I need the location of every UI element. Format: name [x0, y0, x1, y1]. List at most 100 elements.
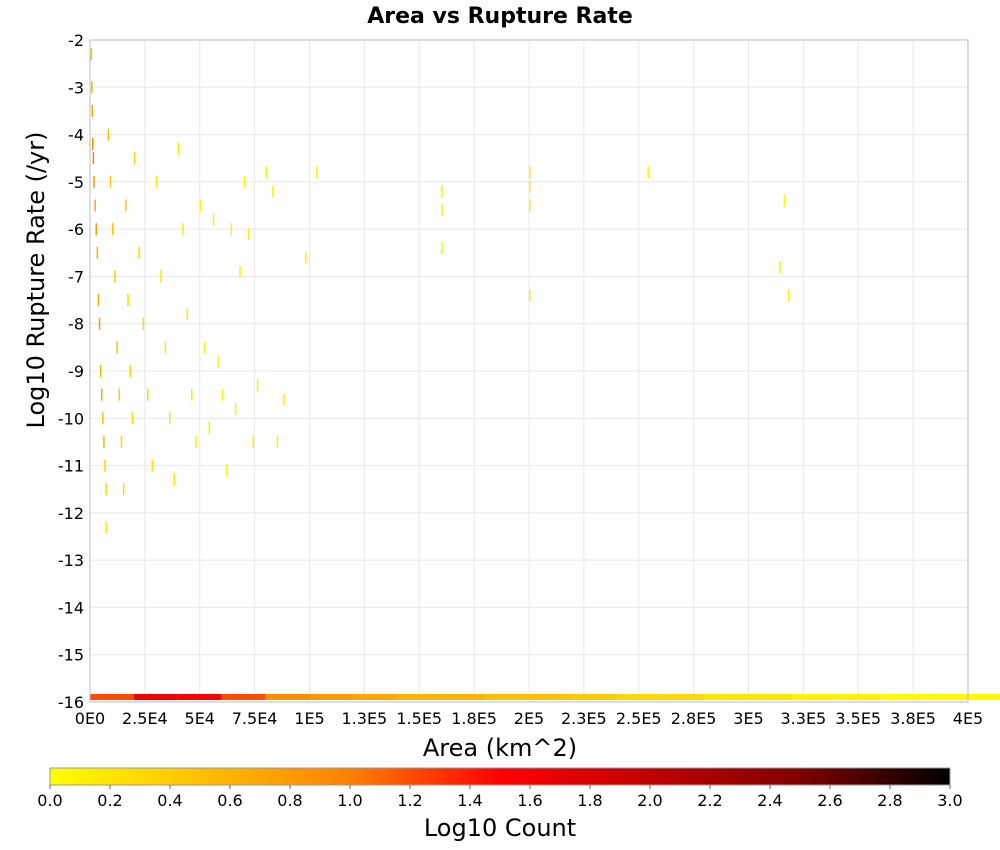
heatmap-cell: [217, 355, 219, 368]
x-tick-label: 4E5: [953, 709, 983, 728]
heatmap-cell: [111, 223, 114, 236]
heatmap-cell: [90, 694, 134, 700]
x-tick-label: 2.8E5: [671, 709, 717, 728]
heatmap-cell: [230, 223, 232, 236]
y-tick-label: -4: [68, 126, 84, 145]
data-cells: [90, 48, 1000, 700]
heatmap-cell: [102, 412, 104, 425]
x-tick-label: 7.5E4: [232, 709, 278, 728]
heatmap-cell: [256, 379, 259, 392]
heatmap-cell: [109, 175, 112, 188]
x-tick-label: 5E4: [185, 709, 215, 728]
y-tick-label: -3: [68, 78, 84, 97]
heatmap-cell: [272, 185, 274, 198]
heatmap-cell: [95, 223, 97, 236]
colorbar-tick-label: 2.4: [757, 791, 782, 810]
heatmap-cell: [127, 294, 129, 307]
colorbar-tick-label: 0.8: [277, 791, 302, 810]
heatmap-cell: [129, 365, 132, 377]
heatmap-cell: [316, 166, 318, 179]
heatmap-cell: [190, 388, 193, 401]
colorbar-tick-label: 2.0: [637, 791, 662, 810]
colorbar-tick-label: 2.6: [817, 791, 842, 810]
y-axis-ticks: -2 -3 -4 -5 -6 -7 -8 -9 -10 -11 -12 -13 -14 -15 -16: [58, 31, 84, 712]
heatmap-cell: [616, 694, 661, 700]
heatmap-cell: [114, 270, 116, 283]
x-tick-label: 3E5: [733, 709, 763, 728]
x-axis-label: Area (km^2): [423, 734, 577, 762]
heatmap-cell: [90, 48, 93, 61]
heatmap-cell: [441, 185, 443, 198]
colorbar-tick-label: 0.0: [37, 791, 62, 810]
heatmap-cell: [105, 483, 107, 496]
heatmap-cell: [221, 694, 266, 700]
heatmap-cell: [104, 459, 106, 472]
heatmap-cell: [116, 341, 118, 354]
heatmap-cell: [93, 175, 95, 188]
heatmap-cell: [107, 128, 110, 141]
colorbar-tick-label: 0.2: [97, 791, 122, 810]
colorbar-tick-label: 0.4: [157, 791, 182, 810]
heatmap-cell: [792, 694, 837, 700]
x-tick-label: 1E5: [294, 709, 324, 728]
heatmap-cell: [252, 435, 254, 448]
heatmap-cell: [441, 204, 443, 217]
y-tick-label: -14: [58, 598, 84, 617]
colorbar-tick-label: 1.4: [457, 791, 482, 810]
x-tick-label: 0E0: [75, 709, 105, 728]
x-tick-label: 3.5E5: [835, 709, 881, 728]
heatmap-cell: [748, 694, 793, 700]
heatmap-cell: [485, 694, 529, 700]
heatmap-cell: [92, 152, 95, 165]
heatmap-cell: [529, 180, 531, 193]
heatmap-cell: [204, 341, 206, 354]
y-tick-label: -11: [58, 457, 84, 476]
heatmap-cell: [779, 260, 781, 273]
heatmap-cell: [276, 435, 279, 448]
heatmap-cell: [177, 142, 180, 155]
x-tick-label: 3.3E5: [781, 709, 827, 728]
heatmap-cell: [160, 270, 162, 283]
y-tick-label: -13: [58, 551, 84, 570]
y-tick-label: -15: [58, 646, 84, 665]
heatmap-cell: [441, 242, 443, 255]
x-tick-label: 2.5E5: [616, 709, 662, 728]
heatmap-cell: [142, 317, 145, 330]
heatmap-cell: [138, 246, 140, 259]
heatmap-cell: [212, 213, 215, 226]
y-tick-label: -12: [58, 504, 84, 523]
heatmap-cell: [836, 694, 881, 700]
y-tick-label: -5: [68, 173, 84, 192]
heatmap-cell: [529, 694, 573, 700]
heatmap-cell: [221, 388, 224, 401]
heatmap-cell: [208, 421, 211, 434]
x-tick-label: 3.8E5: [890, 709, 936, 728]
y-tick-label: -9: [68, 362, 84, 381]
heatmap-cell: [91, 81, 93, 94]
heatmap-cell: [397, 694, 442, 700]
heatmap-cell: [186, 308, 189, 321]
y-tick-label: -2: [68, 31, 84, 50]
heatmap-cell: [125, 199, 127, 212]
heatmap-cell: [155, 175, 158, 188]
heatmap-cell: [880, 694, 925, 700]
x-tick-label: 1.8E5: [451, 709, 497, 728]
y-tick-label: -7: [68, 267, 84, 286]
heatmap-cell: [309, 694, 354, 700]
heatmap-cell: [234, 402, 237, 415]
heatmap-cell: [957, 694, 1000, 700]
heatmap-cell: [133, 152, 136, 165]
colorbar-tick-label: 1.0: [337, 791, 362, 810]
heatmap-cell: [788, 289, 790, 302]
heatmap-cell: [182, 223, 184, 236]
heatmap-cell: [195, 435, 197, 448]
heatmap-cell: [177, 694, 222, 700]
x-tick-label: 2.3E5: [561, 709, 607, 728]
heatmap-cell: [103, 435, 105, 448]
heatmap-cell: [120, 435, 123, 448]
y-tick-label: -6: [68, 220, 84, 239]
heatmap-cell: [265, 166, 268, 179]
heatmap-cell: [199, 199, 202, 212]
heatmap-cell: [704, 694, 749, 700]
